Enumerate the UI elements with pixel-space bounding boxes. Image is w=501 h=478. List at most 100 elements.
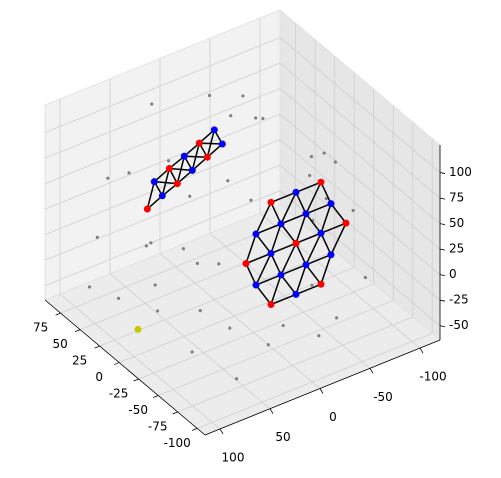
mesh-vertex	[267, 249, 275, 257]
scatter-point	[150, 102, 154, 106]
grid-line	[109, 273, 271, 410]
scatter-point	[241, 94, 245, 98]
mesh-edge	[305, 254, 332, 266]
grid-line	[279, 88, 441, 224]
scatter-point	[261, 116, 265, 121]
mesh-edge	[305, 202, 332, 215]
scatter-point	[333, 160, 337, 164]
z-tick-label: 100	[449, 165, 472, 179]
grid-line	[279, 113, 441, 250]
scatter-point	[144, 244, 148, 248]
mesh-vertex	[252, 230, 260, 238]
mesh-edge	[255, 233, 272, 254]
scatter-point	[234, 377, 239, 381]
mesh-edge	[146, 181, 156, 210]
x-tick-label: 25	[72, 354, 87, 368]
y-tick-label: -100	[419, 370, 446, 384]
mesh-edge	[280, 213, 307, 225]
mesh-vertex	[327, 251, 335, 259]
mesh-vertex	[317, 229, 325, 237]
tick-mark	[439, 299, 446, 302]
x-tick-label: 0	[95, 370, 103, 384]
mesh-vertex	[292, 290, 300, 298]
tick-mark	[419, 347, 424, 354]
mesh-edge	[295, 213, 307, 244]
scatter-point	[254, 116, 258, 120]
mesh-vertex	[203, 153, 211, 161]
mesh-edge	[270, 191, 297, 204]
scatter-point	[228, 326, 232, 330]
mesh-vertex	[180, 152, 188, 160]
mesh-edge	[255, 202, 272, 235]
scatter-point	[106, 176, 110, 180]
scatter-point	[266, 343, 270, 347]
mesh-edge	[245, 263, 257, 286]
scatter-point	[155, 309, 160, 313]
mesh-edge	[320, 222, 347, 234]
scatter-point	[281, 323, 285, 328]
tick-mark	[55, 312, 61, 316]
scatter-point	[116, 296, 121, 301]
tick-mark	[153, 395, 159, 398]
x-tick-label: -25	[109, 387, 129, 401]
mesh-edge	[245, 233, 257, 264]
tick-mark	[439, 223, 446, 226]
mesh-edge	[255, 253, 272, 286]
mesh-edge	[280, 243, 297, 276]
mesh-vertex	[158, 192, 166, 200]
grid-line	[197, 333, 433, 429]
mesh-edge	[305, 264, 322, 285]
tick-mark	[74, 329, 81, 333]
scatter-point	[190, 350, 194, 354]
scatter-point	[324, 197, 328, 201]
mesh-edge	[295, 264, 307, 295]
grid-line	[259, 212, 421, 349]
tick-mark	[113, 362, 120, 365]
scatter-point	[310, 283, 314, 287]
y-tick-label: 100	[222, 450, 245, 464]
y-tick-label: -50	[373, 390, 393, 404]
scatter-point	[226, 179, 230, 183]
tick-mark	[439, 274, 446, 277]
mesh-edge	[330, 203, 347, 224]
x-tick-label: 75	[33, 321, 48, 335]
scatter-point	[363, 275, 367, 280]
grid-line	[44, 139, 281, 236]
x-tick-label: -50	[128, 403, 148, 417]
grid-line	[118, 267, 355, 363]
mesh-edge	[161, 168, 171, 196]
mesh-vertex	[218, 140, 226, 148]
mesh-vertex	[165, 164, 173, 172]
mesh-edge	[270, 223, 282, 254]
mesh-edge	[295, 243, 307, 266]
scatter-point	[95, 235, 99, 239]
grid-line	[158, 300, 394, 396]
scatter-point	[195, 261, 199, 265]
grid-line	[59, 293, 221, 430]
tick-mark	[439, 197, 446, 200]
mesh-edge	[270, 202, 282, 225]
mesh-vertex	[317, 280, 325, 288]
scatter-point	[181, 247, 186, 251]
z-tick-label: 50	[449, 216, 464, 230]
mesh-edge	[320, 232, 332, 256]
x-tick-label: -100	[164, 436, 191, 450]
tick-mark	[192, 428, 198, 431]
tick-mark	[94, 345, 100, 349]
grid-line	[44, 88, 281, 184]
mesh-vertex	[317, 178, 325, 186]
grid-line	[44, 113, 281, 210]
z-tick-label: -25	[449, 293, 469, 307]
tick-mark	[439, 172, 446, 174]
mesh-edge	[255, 284, 272, 305]
mesh-edge	[270, 253, 282, 276]
mesh-edge	[255, 274, 282, 286]
mesh-edge	[280, 223, 297, 244]
mesh-vertex	[143, 205, 151, 213]
mesh-edge	[245, 252, 272, 265]
scatter-point	[188, 194, 192, 198]
mesh-vertex	[327, 200, 335, 208]
mesh-vertex	[267, 300, 275, 308]
